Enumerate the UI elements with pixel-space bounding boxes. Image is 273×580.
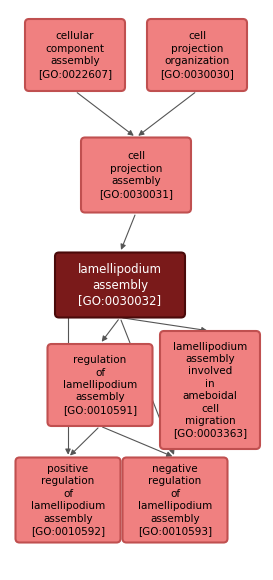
Text: lamellipodium
assembly
[GO:0030032]: lamellipodium assembly [GO:0030032] (78, 263, 162, 307)
Text: cellular
component
assembly
[GO:0022607]: cellular component assembly [GO:0022607] (38, 31, 112, 79)
FancyBboxPatch shape (16, 458, 120, 542)
Text: regulation
of
lamellipodium
assembly
[GO:0010591]: regulation of lamellipodium assembly [GO… (63, 355, 137, 415)
Text: lamellipodium
assembly
involved
in
ameboidal
cell
migration
[GO:0003363]: lamellipodium assembly involved in amebo… (173, 342, 247, 438)
FancyBboxPatch shape (25, 19, 125, 91)
FancyBboxPatch shape (147, 19, 247, 91)
Text: positive
regulation
of
lamellipodium
assembly
[GO:0010592]: positive regulation of lamellipodium ass… (31, 464, 105, 536)
Text: cell
projection
assembly
[GO:0030031]: cell projection assembly [GO:0030031] (99, 151, 173, 198)
FancyBboxPatch shape (160, 331, 260, 449)
FancyBboxPatch shape (123, 458, 227, 542)
Text: negative
regulation
of
lamellipodium
assembly
[GO:0010593]: negative regulation of lamellipodium ass… (138, 464, 212, 536)
Text: cell
projection
organization
[GO:0030030]: cell projection organization [GO:0030030… (160, 31, 234, 79)
FancyBboxPatch shape (48, 344, 153, 426)
FancyBboxPatch shape (81, 137, 191, 212)
FancyBboxPatch shape (55, 252, 185, 317)
